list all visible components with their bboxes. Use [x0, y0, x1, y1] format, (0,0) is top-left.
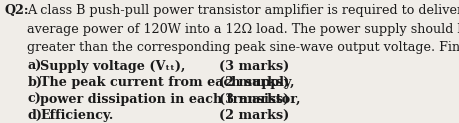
- Text: (3 marks): (3 marks): [218, 60, 288, 73]
- Text: c): c): [28, 93, 41, 106]
- Text: The peak current from each supply,: The peak current from each supply,: [40, 76, 294, 89]
- Text: d): d): [28, 109, 42, 122]
- Text: (3 marks): (3 marks): [218, 93, 288, 106]
- Text: Q2:: Q2:: [5, 4, 29, 17]
- Text: A class B push-pull power transistor amplifier is required to deliver an: A class B push-pull power transistor amp…: [28, 4, 459, 17]
- Text: power dissipation in each transistor,: power dissipation in each transistor,: [40, 93, 300, 106]
- Text: average power of 120W into a 12Ω load. The power supply should be 6V: average power of 120W into a 12Ω load. T…: [28, 23, 459, 36]
- Text: Supply voltage (Vₜₜ),: Supply voltage (Vₜₜ),: [40, 60, 185, 73]
- Text: b): b): [28, 76, 42, 89]
- Text: (2 marks): (2 marks): [218, 109, 288, 122]
- Text: Efficiency.: Efficiency.: [40, 109, 113, 122]
- Text: greater than the corresponding peak sine-wave output voltage. Find: greater than the corresponding peak sine…: [28, 41, 459, 54]
- Text: a): a): [28, 60, 42, 73]
- Text: (2 marks): (2 marks): [218, 76, 288, 89]
